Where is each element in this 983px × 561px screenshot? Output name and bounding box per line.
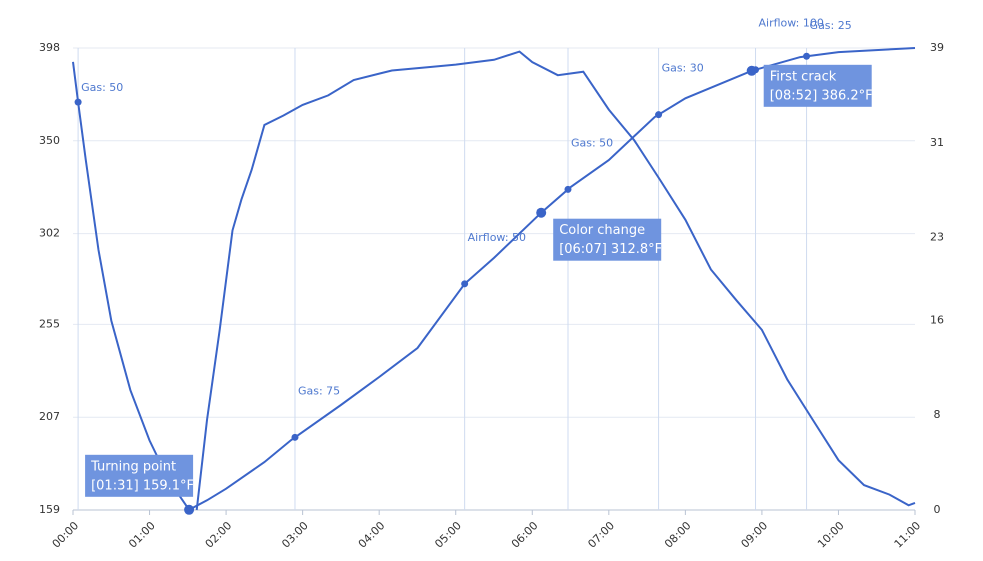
event-label: Airflow: 100 — [759, 17, 824, 30]
y2-tick-label: 39 — [930, 41, 944, 54]
callout-box — [553, 218, 662, 261]
x-tick-label: 02:00 — [203, 519, 235, 551]
y-tick-label: 159 — [39, 503, 60, 516]
y2-tick-label: 16 — [930, 313, 944, 326]
x-tick-label: 01:00 — [126, 519, 158, 551]
callout-marker — [184, 504, 195, 515]
callout-label: [06:07] 312.8°F — [559, 242, 662, 257]
event-label: Gas: 25 — [810, 19, 852, 32]
event-label: Gas: 30 — [662, 62, 704, 75]
x-tick-label: 03:00 — [279, 519, 311, 551]
callout-marker — [746, 65, 757, 76]
x-tick-label: 10:00 — [815, 519, 847, 551]
event-label: Gas: 50 — [571, 136, 613, 149]
callout-title: First crack — [770, 69, 837, 84]
y2-tick-label: 31 — [930, 136, 944, 149]
callout-label: [08:52] 386.2°F — [770, 88, 873, 103]
callout-box — [763, 64, 872, 107]
callout-label: [01:31] 159.1°F — [91, 478, 194, 493]
y2-tick-label: 23 — [930, 231, 944, 244]
y-tick-label: 302 — [39, 227, 60, 240]
x-tick-label: 08:00 — [662, 519, 694, 551]
y-tick-label: 207 — [39, 410, 60, 423]
x-tick-label: 07:00 — [585, 519, 617, 551]
callout-marker — [536, 207, 547, 218]
y-tick-label: 350 — [39, 134, 60, 147]
series-line — [195, 50, 916, 511]
y-tick-label: 398 — [39, 41, 60, 54]
event-label: Gas: 50 — [81, 81, 123, 94]
x-tick-label: 09:00 — [739, 519, 771, 551]
x-tick-label: 04:00 — [356, 519, 388, 551]
x-tick-label: 05:00 — [432, 519, 464, 551]
y2-tick-label: 8 — [934, 408, 941, 421]
y2-tick-label: 0 — [934, 503, 941, 516]
callout-box — [85, 454, 194, 497]
event-label: Airflow: 50 — [468, 231, 526, 244]
event-label: Gas: 75 — [298, 384, 340, 397]
x-tick-label: 00:00 — [50, 519, 82, 551]
x-tick-label: 11:00 — [892, 519, 924, 551]
x-tick-label: 06:00 — [509, 519, 541, 551]
callout-title: Color change — [559, 223, 645, 238]
series-line — [72, 47, 916, 512]
callout-title: Turning point — [90, 459, 176, 474]
y-tick-label: 255 — [39, 317, 60, 330]
